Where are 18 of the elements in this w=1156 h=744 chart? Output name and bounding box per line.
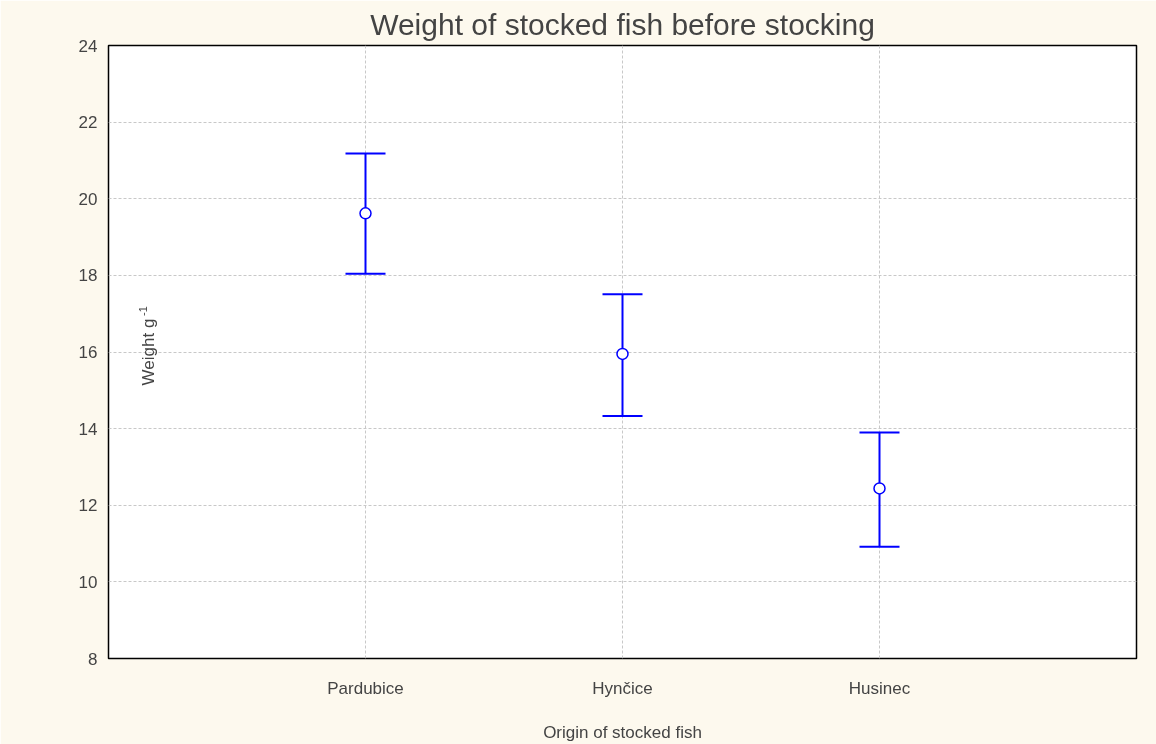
y-tick-label: 12 xyxy=(78,496,98,516)
y-tick-label: 16 xyxy=(78,343,98,362)
x-tick-label: Husinec xyxy=(848,678,911,698)
y-tick-label: 22 xyxy=(78,113,98,133)
y-tick-label: 8 xyxy=(88,649,98,669)
x-tick-label: Pardubice xyxy=(327,678,404,698)
y-tick-label: 18 xyxy=(78,266,98,286)
y-tick-label: 10 xyxy=(78,572,98,592)
chart-title: Weight of stocked fish before stocking xyxy=(370,7,875,41)
y-tick-label: 24 xyxy=(78,36,98,56)
point xyxy=(616,347,629,361)
x-axis-title: Origin of stocked fish xyxy=(543,722,702,742)
y-axis-title: Weight g-1 xyxy=(136,306,158,386)
y-tick-label: 20 xyxy=(78,189,98,209)
point xyxy=(359,207,372,220)
y-tick-label: 14 xyxy=(78,419,98,439)
x-tick-label: Hynčice xyxy=(592,678,653,698)
point xyxy=(873,482,886,495)
